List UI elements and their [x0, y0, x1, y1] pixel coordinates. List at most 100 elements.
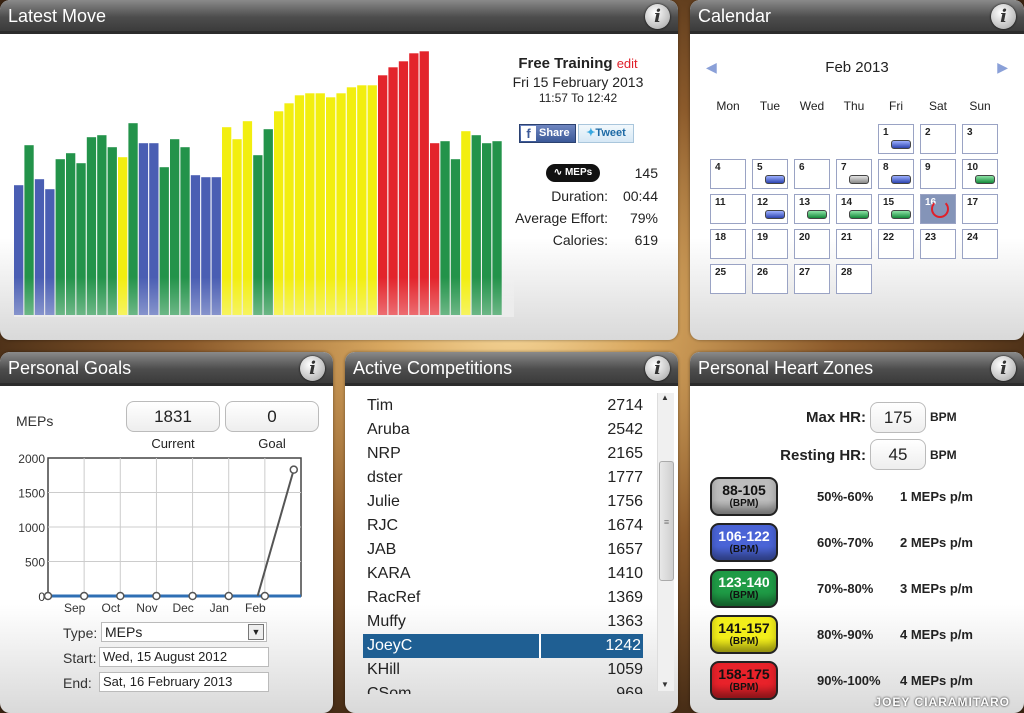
calendar-day[interactable]: 16: [920, 194, 956, 224]
effort-bar: [305, 93, 315, 315]
heart-zones-panel: Personal Heart Zones i Max HR: 175 BPM R…: [690, 352, 1024, 713]
effort-bar: [211, 177, 221, 315]
goal-label: Goal: [258, 436, 286, 451]
type-select[interactable]: MEPs ▼: [101, 622, 267, 642]
calories-value: 619: [634, 232, 658, 248]
calendar-day[interactable]: 24: [962, 229, 998, 259]
effort-bar: [409, 53, 419, 316]
x-tick-label: Oct: [101, 601, 120, 615]
effort-bar: [284, 103, 294, 315]
effort-bar: [294, 95, 305, 315]
competition-row[interactable]: NRP 2165: [367, 442, 643, 466]
info-icon[interactable]: i: [991, 4, 1016, 29]
data-point: [224, 591, 233, 601]
calendar-day[interactable]: 18: [710, 229, 746, 259]
competitor-score: 2714: [607, 397, 643, 414]
info-icon[interactable]: i: [300, 356, 325, 381]
current-value-box: 1831: [126, 401, 220, 432]
competition-row[interactable]: Muffy 1363: [367, 610, 643, 634]
calendar-day[interactable]: 6: [794, 159, 830, 189]
competition-row[interactable]: KARA 1410: [367, 562, 643, 586]
competition-row[interactable]: JAB 1657: [367, 538, 643, 562]
effort-bar: [24, 145, 34, 315]
calendar-day[interactable]: 14: [836, 194, 872, 224]
competitor-name: RacRef: [367, 589, 421, 606]
calendar-day[interactable]: 12: [752, 194, 788, 224]
competition-row[interactable]: dster 1777: [367, 466, 643, 490]
calendar-day[interactable]: 21: [836, 229, 872, 259]
prev-month-arrow-icon[interactable]: ◀: [706, 59, 717, 75]
latest-move-header: Latest Move i: [0, 0, 678, 34]
calendar-day[interactable]: 10: [962, 159, 998, 189]
calendar-day[interactable]: 28: [836, 264, 872, 294]
end-date-input[interactable]: Sat, 16 February 2013: [99, 672, 269, 692]
edit-link[interactable]: edit: [616, 56, 638, 71]
zone-bpm-unit: (BPM): [729, 682, 759, 693]
effort-bar: [263, 129, 273, 315]
list-scrollbar[interactable]: ▲ ≡ ▼: [657, 393, 674, 691]
competition-row[interactable]: Julie 1756: [367, 490, 643, 514]
competition-row[interactable]: CSom 969: [367, 682, 643, 694]
type-label: Type:: [63, 625, 98, 641]
dropdown-arrow-icon[interactable]: ▼: [248, 624, 264, 640]
effort-bar: [170, 139, 180, 315]
competitor-score: 1242: [539, 634, 643, 658]
calendar-day[interactable]: 1: [878, 124, 914, 154]
calendar-day[interactable]: 26: [752, 264, 788, 294]
zone-meps-rate: 2 MEPs p/m: [900, 535, 973, 550]
calendar-day[interactable]: 27: [794, 264, 830, 294]
heartbeat-icon: ∿: [553, 167, 563, 178]
effort-bar: [367, 85, 377, 315]
scroll-down-arrow-icon[interactable]: ▼: [661, 680, 669, 689]
zone-bpm-range: 106-122: [718, 528, 770, 544]
competitor-score: 1363: [607, 613, 643, 630]
competition-row[interactable]: Tim 2714: [367, 394, 643, 418]
calendar-day[interactable]: 11: [710, 194, 746, 224]
calendar-day[interactable]: 17: [962, 194, 998, 224]
competition-row[interactable]: RacRef 1369: [367, 586, 643, 610]
weekday-fri: Fri: [889, 99, 903, 113]
calendar-day[interactable]: 22: [878, 229, 914, 259]
calendar-day[interactable]: 15: [878, 194, 914, 224]
calendar-day[interactable]: 8: [878, 159, 914, 189]
resting-hr-label: Resting HR:: [780, 447, 866, 464]
zone-bpm-unit: (BPM): [729, 498, 759, 509]
info-icon[interactable]: i: [645, 4, 670, 29]
calendar-day[interactable]: 9: [920, 159, 956, 189]
calendar-day[interactable]: 7: [836, 159, 872, 189]
resting-hr-input[interactable]: 45: [870, 439, 926, 470]
competition-row[interactable]: KHill 1059: [367, 658, 643, 682]
tweet-button[interactable]: ✦Tweet: [578, 124, 634, 143]
competition-row[interactable]: Aruba 2542: [367, 418, 643, 442]
competitor-name: RJC: [367, 517, 399, 534]
x-tick-label: Dec: [172, 601, 193, 615]
calendar-day[interactable]: 3: [962, 124, 998, 154]
calendar-day[interactable]: 20: [794, 229, 830, 259]
effort-bar: [450, 159, 461, 315]
share-button[interactable]: f Share: [519, 124, 576, 143]
calendar-day[interactable]: 5: [752, 159, 788, 189]
next-month-arrow-icon[interactable]: ▶: [997, 59, 1008, 75]
competition-row[interactable]: RJC 1674: [367, 514, 643, 538]
calendar-day[interactable]: 13: [794, 194, 830, 224]
calendar-day[interactable]: 2: [920, 124, 956, 154]
calendar-day[interactable]: 4: [710, 159, 746, 189]
scroll-up-arrow-icon[interactable]: ▲: [661, 393, 669, 402]
calendar-day[interactable]: 25: [710, 264, 746, 294]
zone-meps-rate: 3 MEPs p/m: [900, 581, 973, 596]
competition-row[interactable]: JoeyC 1242: [363, 634, 643, 658]
max-hr-input[interactable]: 175: [870, 402, 926, 433]
info-icon[interactable]: i: [991, 356, 1016, 381]
competitor-name: Tim: [367, 397, 394, 414]
info-icon[interactable]: i: [645, 356, 670, 381]
calendar-day[interactable]: 19: [752, 229, 788, 259]
heart-zones-title: Personal Heart Zones: [698, 358, 874, 378]
competitor-score: 1674: [607, 517, 643, 534]
effort-bar: [55, 159, 65, 315]
competitor-name: KARA: [367, 565, 411, 582]
activity-name: Free Training: [518, 55, 613, 72]
calendar-day[interactable]: 23: [920, 229, 956, 259]
scrollbar-thumb[interactable]: ≡: [659, 461, 674, 581]
start-date-input[interactable]: Wed, 15 August 2012: [99, 647, 269, 667]
competitor-name: NRP: [367, 445, 401, 462]
